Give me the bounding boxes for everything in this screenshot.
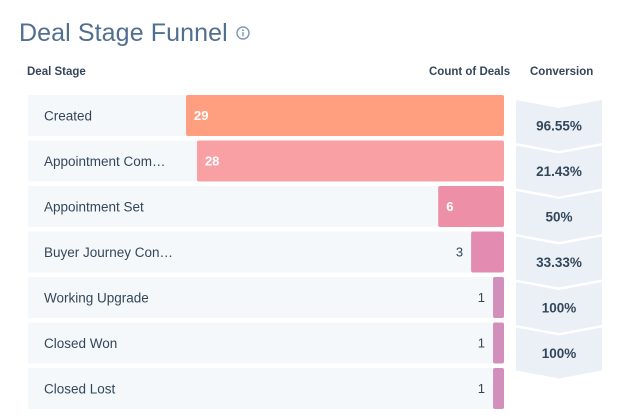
funnel-bar[interactable] [438,186,504,227]
column-header-conversion: Conversion [530,66,594,78]
conversion-chevron [516,145,602,197]
stage-row[interactable] [28,322,504,364]
column-header-deal-stage: Deal Stage [27,66,86,78]
funnel-bar[interactable] [471,231,504,273]
bar-value-label: 6 [446,199,453,214]
info-circle-icon[interactable] [236,16,250,48]
stage-row[interactable] [28,368,504,409]
bar-value-label: 3 [456,245,463,260]
conversion-rate-label: 100% [542,346,577,361]
funnel-bar[interactable] [493,368,504,409]
conversion-rate-label: 33.33% [536,255,582,270]
funnel-bar[interactable] [186,95,504,136]
conversion-rate-label: 21.43% [536,164,582,179]
stage-label: Closed Won [44,336,117,351]
conversion-chevron [516,327,602,379]
chart-title: Deal Stage Funnel [19,17,250,50]
column-header-count-of-deals: Count of Deals [429,66,511,78]
conversion-rate-label: 100% [542,301,577,316]
bar-value-label: 29 [194,108,208,123]
stage-row[interactable] [28,186,504,227]
bar-value-label: 1 [478,381,485,396]
stage-label: Created [44,109,92,124]
bar-value-label: 28 [205,154,219,169]
funnel-bar[interactable] [493,322,504,364]
stage-label: Working Upgrade [44,291,149,306]
stage-label: Appointment Com… [44,154,166,169]
stage-label: Closed Lost [44,382,116,397]
stage-label: Buyer Journey Con… [44,245,173,260]
conversion-rate-label: 96.55% [536,119,582,134]
conversion-rate-label: 50% [545,210,572,225]
chart-title-text: Deal Stage Funnel [19,19,228,47]
stage-label: Appointment Set [44,200,144,215]
funnel-bar[interactable] [493,277,504,318]
stage-row[interactable] [28,231,504,273]
bar-value-label: 1 [478,290,485,305]
conversion-chevron [516,100,602,151]
conversion-chevron [516,191,602,242]
conversion-chevron [516,282,602,333]
funnel-bar[interactable] [196,140,504,182]
stage-row[interactable] [28,277,504,318]
bar-value-label: 1 [478,336,485,351]
conversion-chevron [516,236,602,288]
